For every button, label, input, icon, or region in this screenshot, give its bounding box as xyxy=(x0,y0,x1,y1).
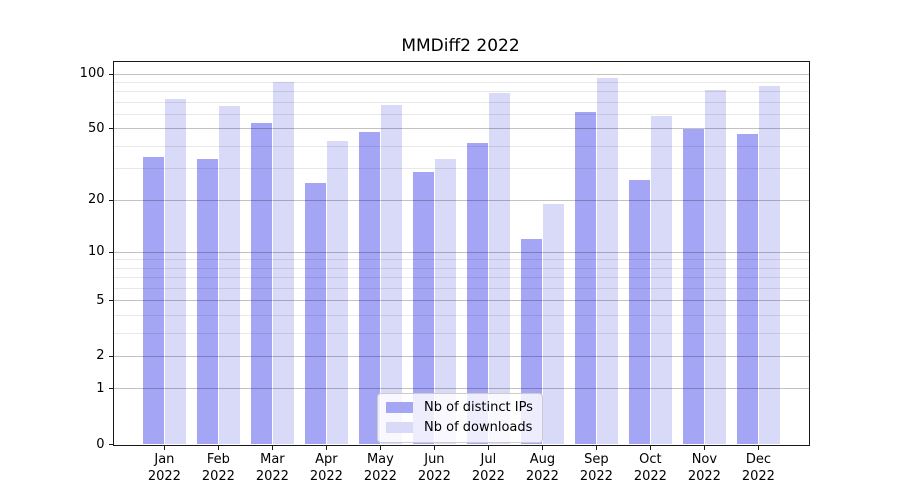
y-tick-mark-100 xyxy=(108,73,113,75)
bar-downloads-oct xyxy=(651,115,673,445)
x-tick-mark-jul xyxy=(487,445,489,450)
x-tick-mark-dec xyxy=(757,445,759,450)
y-tick-mark-10 xyxy=(108,251,113,253)
x-tick-label-may: May 2022 xyxy=(363,452,397,484)
bar-ips-jun xyxy=(412,171,434,445)
bar-ips-dec xyxy=(736,133,758,445)
gridline-minor-9 xyxy=(113,259,809,261)
gridline-minor-70 xyxy=(113,101,809,103)
bar-downloads-apr xyxy=(327,140,349,445)
gridline-minor-60 xyxy=(113,114,809,116)
bar-downloads-jun xyxy=(435,159,457,445)
x-tick-label-jul: Jul 2022 xyxy=(471,452,505,484)
bar-downloads-jul xyxy=(489,92,511,445)
bar-downloads-jan xyxy=(165,99,187,445)
x-tick-label-apr: Apr 2022 xyxy=(309,452,343,484)
x-tick-label-sep: Sep 2022 xyxy=(579,452,613,484)
x-tick-mark-may xyxy=(379,445,381,450)
x-tick-mark-mar xyxy=(271,445,273,450)
y-tick-label-100: 100 xyxy=(79,66,105,82)
gridline-major-1 xyxy=(113,388,809,390)
bar-downloads-nov xyxy=(705,89,727,445)
x-tick-label-jan: Jan 2022 xyxy=(147,452,181,484)
gridline-major-10 xyxy=(113,251,809,253)
gridline-major-2 xyxy=(113,355,809,357)
chart-title: MMDiff2 2022 xyxy=(401,36,520,56)
y-tick-mark-1 xyxy=(108,388,113,390)
x-tick-mark-jan xyxy=(163,445,165,450)
y-tick-mark-5 xyxy=(108,300,113,302)
bar-ips-jul xyxy=(466,142,488,445)
x-tick-label-feb: Feb 2022 xyxy=(201,452,235,484)
gridline-major-100 xyxy=(113,73,809,75)
gridline-minor-4 xyxy=(113,314,809,316)
gridline-minor-3 xyxy=(113,332,809,334)
x-tick-label-mar: Mar 2022 xyxy=(255,452,289,484)
gridline-minor-6 xyxy=(113,287,809,289)
x-tick-mark-feb xyxy=(217,445,219,450)
legend-swatch-distinct-ips xyxy=(386,402,413,413)
y-tick-label-1: 1 xyxy=(96,380,105,396)
y-tick-mark-50 xyxy=(108,128,113,130)
legend-label-downloads: Nb of downloads xyxy=(424,420,533,435)
bar-ips-mar xyxy=(250,122,272,445)
bar-ips-nov xyxy=(682,128,704,445)
gridline-major-50 xyxy=(113,128,809,130)
x-tick-label-dec: Dec 2022 xyxy=(741,452,775,484)
x-tick-mark-aug xyxy=(541,445,543,450)
y-tick-mark-0 xyxy=(108,444,113,445)
gridline-minor-7 xyxy=(113,277,809,279)
gridline-minor-8 xyxy=(113,267,809,269)
bar-ips-jan xyxy=(142,156,164,445)
y-tick-mark-20 xyxy=(108,199,113,201)
x-tick-label-oct: Oct 2022 xyxy=(633,452,667,484)
legend-swatch-downloads xyxy=(386,422,413,433)
bar-ips-may xyxy=(358,132,380,445)
y-tick-label-2: 2 xyxy=(96,348,105,364)
gridline-major-5 xyxy=(113,300,809,302)
bar-ips-oct xyxy=(628,179,650,445)
gridline-minor-40 xyxy=(113,145,809,147)
legend: Nb of distinct IPs Nb of downloads xyxy=(377,393,543,443)
y-tick-mark-2 xyxy=(108,355,113,357)
x-tick-label-nov: Nov 2022 xyxy=(687,452,721,484)
legend-item-downloads: Nb of downloads xyxy=(386,419,533,436)
y-tick-label-5: 5 xyxy=(96,292,105,308)
bar-downloads-feb xyxy=(219,105,241,445)
bar-downloads-sep xyxy=(597,78,619,445)
bar-ips-sep xyxy=(574,111,596,445)
bar-downloads-aug xyxy=(543,204,565,445)
x-tick-mark-sep xyxy=(595,445,597,450)
x-tick-label-aug: Aug 2022 xyxy=(525,452,559,484)
legend-item-distinct-ips: Nb of distinct IPs xyxy=(386,399,533,416)
x-tick-mark-nov xyxy=(703,445,705,450)
legend-label-distinct-ips: Nb of distinct IPs xyxy=(424,400,533,415)
x-tick-mark-jun xyxy=(433,445,435,450)
bar-downloads-may xyxy=(381,104,403,445)
gridline-minor-90 xyxy=(113,81,809,83)
y-tick-label-0: 0 xyxy=(96,436,105,452)
bar-ips-feb xyxy=(196,159,218,445)
gridline-major-20 xyxy=(113,199,809,201)
y-tick-label-10: 10 xyxy=(87,244,105,260)
bar-downloads-mar xyxy=(273,82,295,445)
y-tick-label-50: 50 xyxy=(87,120,105,136)
x-tick-mark-apr xyxy=(325,445,327,450)
y-tick-label-20: 20 xyxy=(87,192,105,208)
x-tick-label-jun: Jun 2022 xyxy=(417,452,451,484)
gridline-minor-30 xyxy=(113,168,809,170)
x-tick-mark-oct xyxy=(649,445,651,450)
gridline-minor-80 xyxy=(113,91,809,93)
bar-ips-apr xyxy=(304,183,326,445)
bar-downloads-dec xyxy=(759,86,781,445)
